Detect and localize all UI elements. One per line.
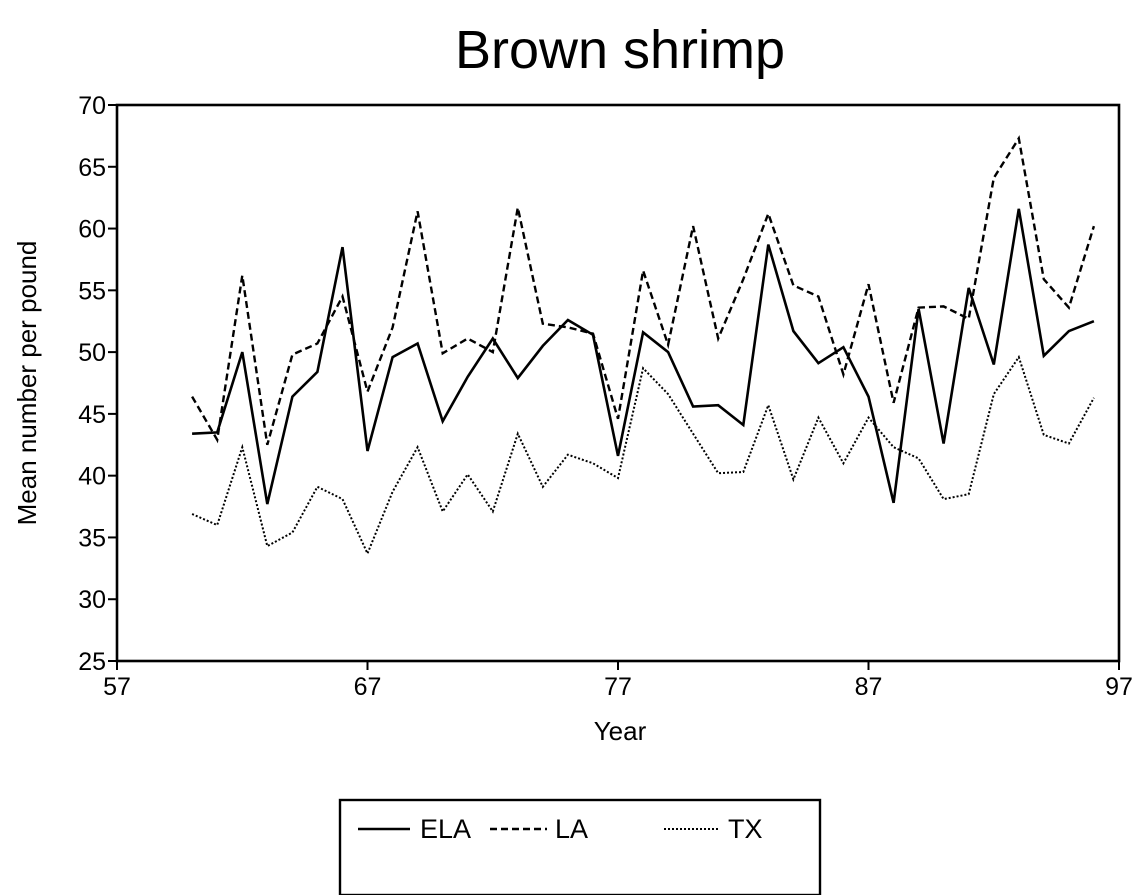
y-axis-label: Mean number per pound (12, 241, 42, 526)
legend-box (338, 798, 822, 895)
y-tick-label: 45 (78, 401, 106, 429)
y-axis: 25 30 35 40 45 50 55 60 65 70 (78, 92, 117, 676)
legend: ELA LA TX (338, 798, 822, 895)
y-tick-label: 35 (78, 524, 106, 552)
y-tick-label: 55 (78, 277, 106, 305)
y-tick-label: 30 (78, 586, 106, 614)
y-tick-label: 50 (78, 339, 106, 367)
x-tick-label: 67 (354, 673, 382, 701)
y-tick-label: 65 (78, 154, 106, 182)
x-axis: 57 67 77 87 97 (103, 661, 1133, 701)
series-line-tx (191, 354, 1095, 557)
x-tick-label: 77 (604, 673, 632, 701)
series-line-ela (192, 208, 1095, 505)
chart-title: Brown shrimp (455, 20, 785, 80)
legend-label-ela: ELA (420, 814, 471, 844)
y-tick-label: 25 (78, 648, 106, 676)
x-axis-label: Year (594, 716, 647, 746)
series-line-la (191, 135, 1096, 446)
x-tick-label: 87 (855, 673, 883, 701)
legend-label-la: LA (555, 814, 588, 844)
x-tick-label: 97 (1105, 673, 1133, 701)
y-tick-label: 40 (78, 463, 106, 491)
series-lines (191, 135, 1096, 557)
x-tick-label: 57 (103, 673, 131, 701)
y-tick-label: 70 (78, 92, 106, 120)
plot-frame (115, 103, 1121, 663)
y-tick-label: 60 (78, 216, 106, 244)
legend-label-tx: TX (728, 814, 763, 844)
